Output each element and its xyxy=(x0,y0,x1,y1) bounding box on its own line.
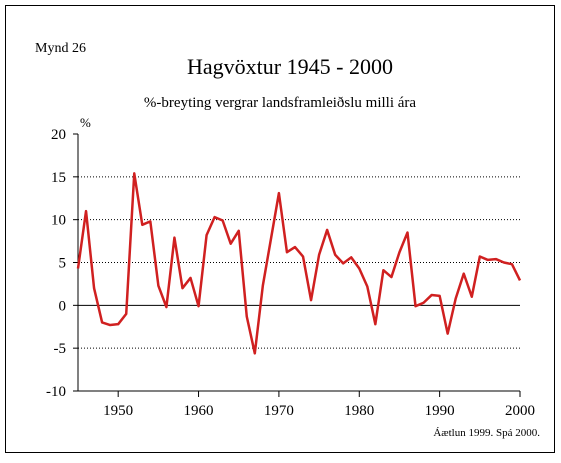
y-tick-label: 5 xyxy=(59,256,67,272)
y-axis-label: % xyxy=(80,115,91,130)
frame xyxy=(5,5,555,453)
x-tick-label: 1990 xyxy=(425,403,455,419)
y-tick-label: -10 xyxy=(46,384,66,400)
footnote: Áætlun 1999. Spá 2000. xyxy=(433,427,540,439)
x-tick-label: 1970 xyxy=(264,403,294,419)
y-tick-label: 0 xyxy=(59,298,67,314)
y-tick-label: -5 xyxy=(54,341,67,357)
x-tick-label: 1950 xyxy=(103,403,133,419)
x-tick-label: 2000 xyxy=(505,403,535,419)
figure-label: Mynd 26 xyxy=(35,41,86,56)
chart-title: Hagvöxtur 1945 - 2000 xyxy=(187,54,393,79)
y-tick-label: 10 xyxy=(51,213,66,229)
chart-subtitle: %-breyting vergrar landsframleiðslu mill… xyxy=(144,95,416,111)
x-tick-label: 1980 xyxy=(344,403,374,419)
y-tick-label: 20 xyxy=(51,127,66,143)
x-tick-label: 1960 xyxy=(184,403,214,419)
y-tick-label: 15 xyxy=(51,170,66,186)
line-series xyxy=(76,172,522,355)
